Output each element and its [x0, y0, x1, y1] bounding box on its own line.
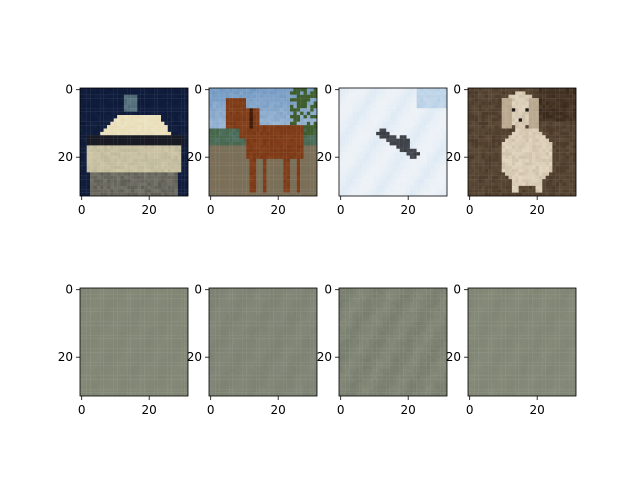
x-tick-label: 20 [271, 203, 286, 217]
x-tick-label: 0 [466, 403, 474, 417]
y-tick-label: 0 [65, 83, 73, 97]
x-tick-label: 0 [207, 203, 215, 217]
axes-frame [467, 287, 577, 397]
y-tick-label: 20 [317, 150, 332, 164]
y-tick-label: 0 [194, 83, 202, 97]
x-tick-label: 20 [401, 203, 416, 217]
y-tick-label: 20 [446, 150, 461, 164]
x-tick-label: 20 [142, 203, 157, 217]
x-tick-label: 20 [530, 403, 545, 417]
y-tick-label: 20 [58, 350, 73, 364]
y-tick-label: 0 [324, 283, 332, 297]
y-tick-label: 0 [194, 283, 202, 297]
x-tick-label: 20 [142, 403, 157, 417]
y-tick-label: 20 [58, 150, 73, 164]
x-tick-label: 20 [271, 403, 286, 417]
x-tick-label: 0 [466, 203, 474, 217]
x-tick-label: 0 [337, 203, 345, 217]
x-tick-label: 0 [337, 403, 345, 417]
x-tick-label: 0 [207, 403, 215, 417]
subplot-top-3: 0 20 0 20 [317, 83, 448, 217]
horse-image [209, 88, 318, 197]
dog-image [468, 88, 577, 197]
axes-frame [338, 87, 448, 197]
y-tick-label: 20 [187, 350, 202, 364]
y-tick-label: 0 [324, 83, 332, 97]
subplot-top-4: 0 20 0 20 [446, 83, 577, 217]
y-tick-label: 0 [65, 283, 73, 297]
noise-image [339, 288, 448, 397]
y-tick-label: 20 [317, 350, 332, 364]
x-tick-label: 0 [78, 403, 86, 417]
noise-image [80, 288, 189, 397]
airplane-image [339, 88, 448, 197]
y-tick-label: 20 [446, 350, 461, 364]
axes-frame [208, 287, 318, 397]
axes-frame [338, 287, 448, 397]
axes-frame [467, 87, 577, 197]
x-tick-label: 20 [401, 403, 416, 417]
y-tick-label: 0 [453, 83, 461, 97]
axes-frame [208, 87, 318, 197]
subplot-bottom-3: 0 20 0 20 [317, 283, 448, 417]
axes-frame [79, 287, 189, 397]
x-tick-label: 0 [78, 203, 86, 217]
y-tick-label: 20 [187, 150, 202, 164]
axes-frame [79, 87, 189, 197]
subplot-top-2: 0 20 0 20 [187, 83, 318, 217]
noise-image [468, 288, 577, 397]
subplot-bottom-1: 0 20 0 20 [58, 283, 189, 417]
x-tick-label: 20 [530, 203, 545, 217]
noise-image [209, 288, 318, 397]
ship-image [80, 88, 189, 197]
subplot-bottom-2: 0 20 0 20 [187, 283, 318, 417]
subplot-bottom-4: 0 20 0 20 [446, 283, 577, 417]
subplot-top-1: 0 20 0 20 [58, 83, 189, 217]
y-tick-label: 0 [453, 283, 461, 297]
